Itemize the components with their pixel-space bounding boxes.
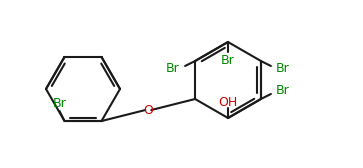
Text: Br: Br <box>221 53 235 67</box>
Text: O: O <box>143 103 153 117</box>
Text: Br: Br <box>53 97 66 110</box>
Text: Br: Br <box>276 85 290 97</box>
Text: OH: OH <box>219 95 238 109</box>
Text: Br: Br <box>276 62 290 75</box>
Text: Br: Br <box>166 62 180 75</box>
